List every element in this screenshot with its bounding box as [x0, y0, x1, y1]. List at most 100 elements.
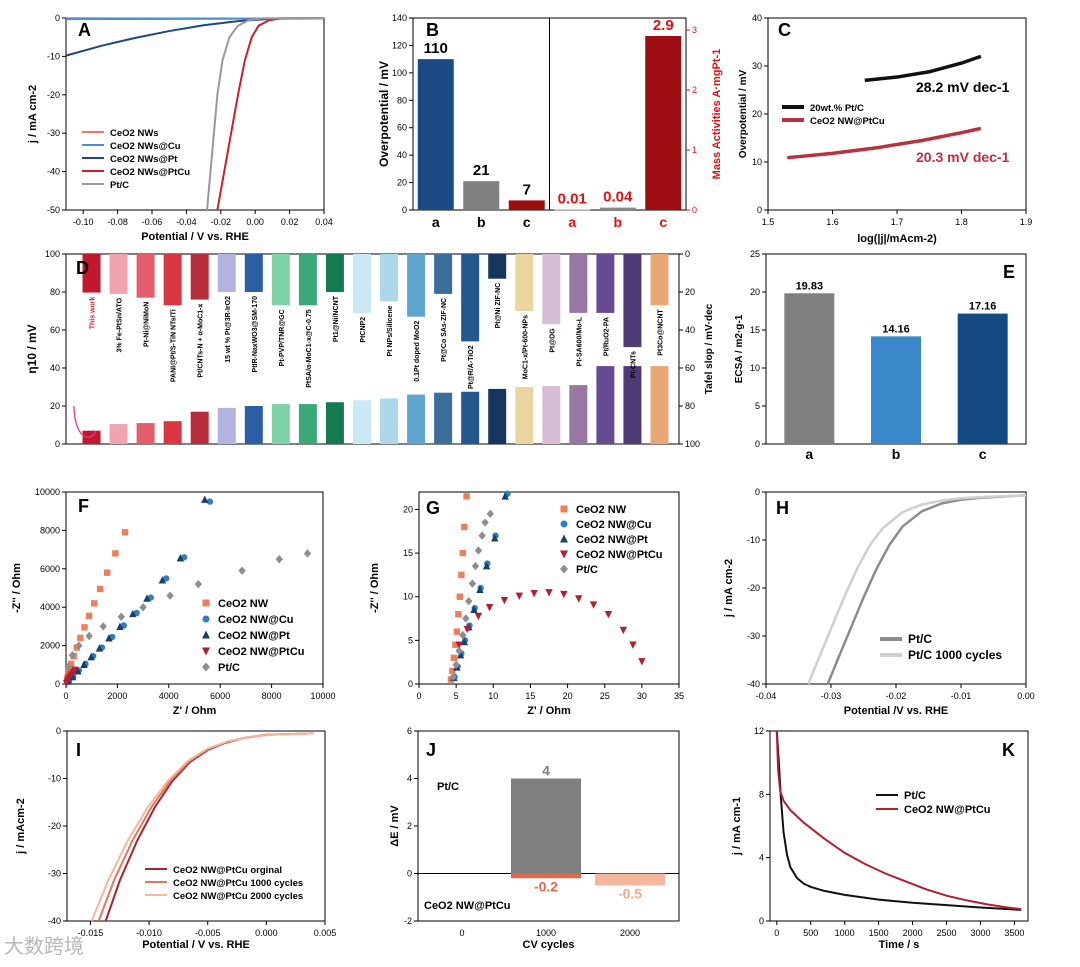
- legend-label: CeO2 NWs@Cu: [110, 141, 181, 152]
- category-label: PtSA/α-MoC1-x@C-0.75: [306, 309, 313, 388]
- category-label: This work: [90, 296, 97, 329]
- panel-label: B: [426, 20, 439, 40]
- y-tick-label: -50: [47, 205, 60, 215]
- annotation: CeO2 NW@PtCu: [424, 900, 511, 912]
- x-tick-label: 20: [563, 691, 573, 701]
- y-tick-label: -30: [47, 128, 60, 138]
- data-point: [482, 561, 491, 570]
- bar: [190, 411, 209, 444]
- y-tick-label: 25: [750, 249, 760, 259]
- y-tick-label: 0: [755, 439, 760, 449]
- x-tick-label: 1.5: [762, 217, 775, 227]
- data-label: 0.01: [558, 190, 587, 207]
- data-point: [463, 493, 470, 500]
- bar: [109, 424, 128, 444]
- data-point: [481, 518, 489, 527]
- legend-label: Pt/C 1000 cycles: [908, 648, 1002, 662]
- y-tick-label: -2: [404, 916, 412, 926]
- bar: [542, 254, 561, 325]
- bar: [434, 254, 453, 294]
- x-tick-label: 0.04: [315, 217, 333, 227]
- panel-i: -0.015 -0.010 -0.005 0.000 0.005 0 -10 -20 -30 -4…: [15, 726, 336, 951]
- y-tick-label: 0: [759, 916, 764, 926]
- category-label: Pt-CNTs: [630, 351, 637, 378]
- x-tick-label: 3500: [1004, 928, 1024, 938]
- data-point: [458, 571, 465, 579]
- x-tick-label: 15: [525, 691, 535, 701]
- bar: [569, 254, 588, 313]
- data-point: [238, 566, 246, 575]
- bar: [515, 387, 534, 444]
- data-point: [638, 658, 646, 666]
- x-tick-label: 3000: [970, 928, 990, 938]
- watermark: 大数跨境: [4, 934, 84, 958]
- x-tick-label: 0.005: [314, 928, 337, 938]
- y-tick-label: 100: [45, 249, 60, 259]
- data-point: [455, 610, 462, 618]
- x-tick-label: b: [613, 214, 622, 230]
- data-point: [202, 647, 210, 656]
- data-point: [67, 660, 75, 668]
- y-tick-label: -20: [48, 821, 61, 831]
- data-point: [462, 614, 470, 623]
- data-point: [491, 534, 499, 542]
- bar: [569, 385, 588, 444]
- data-point: [117, 612, 125, 621]
- y2-tick-label: 0: [692, 205, 697, 215]
- series-line: [787, 126, 982, 160]
- y-axis-label: -Z'' / Ohm: [11, 563, 23, 613]
- data-point: [87, 652, 95, 661]
- x-tick-label: -0.015: [78, 928, 104, 938]
- data-point: [560, 520, 568, 528]
- plot-frame: [65, 253, 680, 445]
- y2-tick-label: 80: [685, 401, 695, 411]
- bar: [82, 254, 101, 293]
- y-axis-label: ECSA / m2·g-1: [734, 314, 745, 383]
- data-point: [470, 605, 478, 614]
- x-tick-label: -0.01: [951, 691, 972, 701]
- x-tick-label: 2000: [620, 928, 640, 938]
- data-point: [99, 622, 107, 631]
- x-tick-label: -0.10: [73, 217, 94, 227]
- data-point: [75, 641, 83, 650]
- x-tick-label: 1.8: [955, 217, 968, 227]
- y-axis-label: ΔE / mV: [389, 805, 401, 847]
- data-point: [471, 561, 480, 571]
- data-point: [500, 597, 509, 605]
- y-axis-label: j / mA cm-2: [27, 85, 39, 144]
- data-point: [450, 654, 458, 662]
- y-axis-label: -Z'' / Ohm: [369, 563, 381, 613]
- y-tick-label: 20: [50, 401, 60, 411]
- bar: [217, 407, 236, 444]
- y-tick-label: 10: [750, 363, 760, 373]
- y-axis-label: j / mA cm-2: [723, 559, 735, 618]
- x-tick-label: 2000: [903, 928, 923, 938]
- legend-label: Pt/C: [904, 790, 926, 802]
- bar: [136, 254, 155, 298]
- x-tick-label: 1.7: [891, 217, 904, 227]
- bar: [244, 254, 263, 292]
- data-point: [486, 509, 495, 519]
- bar: [511, 873, 581, 879]
- y-tick-label: 20: [750, 287, 760, 297]
- x-tick-label: 1.6: [826, 217, 839, 227]
- bar: [595, 873, 665, 886]
- y-tick-label: 20: [752, 109, 762, 119]
- x-axis-label: Z' / Ohm: [173, 705, 217, 717]
- data-point: [65, 667, 73, 674]
- y-tick-label: 8000: [40, 525, 60, 535]
- data-point: [176, 554, 185, 562]
- panel-label: C: [778, 20, 791, 40]
- bar: [645, 36, 682, 210]
- x-axis-label: Z' / Ohm: [527, 705, 571, 717]
- x-tick-label: 1500: [869, 928, 889, 938]
- x-tick-label: -0.08: [107, 217, 128, 227]
- plot-frame: [65, 491, 324, 685]
- x-tick-label: 5: [454, 691, 459, 701]
- x-tick-label: 8000: [262, 691, 282, 701]
- panel-label: E: [1003, 262, 1015, 282]
- x-tick-label: 0.000: [255, 928, 278, 938]
- data-point: [461, 523, 468, 531]
- y-tick-label: 0: [407, 869, 412, 879]
